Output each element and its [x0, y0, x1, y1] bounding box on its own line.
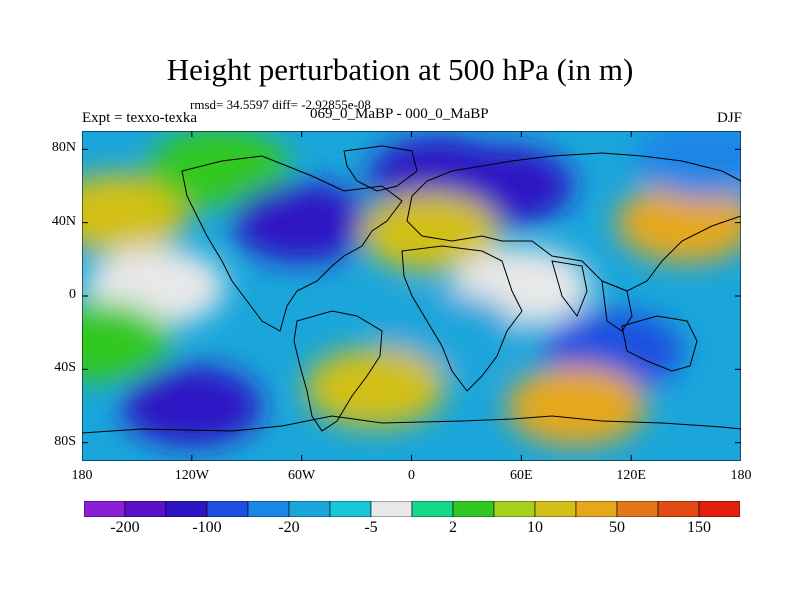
season-label: DJF: [716, 110, 742, 126]
lon-tick-label: 0: [408, 468, 415, 483]
coastline-australia: [621, 315, 698, 372]
colorbar-swatch: [165, 501, 208, 517]
field-region-0: [82, 173, 189, 254]
colorbar-label: -200: [110, 519, 140, 536]
field-region-13: [304, 347, 445, 428]
field-region-7: [634, 131, 741, 199]
height-perturbation-map: [82, 131, 741, 461]
coastline-indochina: [601, 280, 633, 332]
colorbar-swatch: [247, 501, 290, 517]
colorbar-swatch: [616, 501, 659, 517]
lon-tick-label: 120E: [616, 468, 646, 483]
colorbar-swatch: [698, 501, 740, 517]
colorbar-label: 150: [687, 519, 711, 536]
coastline-greenland: [343, 145, 418, 192]
plot-title: Height perturbation at 500 hPa (in m): [166, 52, 634, 87]
coastline-antarctica: [82, 415, 741, 434]
lat-tick-label: 80S: [54, 433, 76, 449]
colorbar-swatch: [370, 501, 413, 517]
field-region-6: [616, 182, 741, 263]
colorbar: [84, 501, 740, 517]
colorbar-label: 10: [527, 519, 543, 536]
colorbar-swatch: [534, 501, 577, 517]
coastline-north-america: [181, 155, 403, 332]
lat-tick-label: 0: [69, 287, 76, 302]
colorbar-swatch: [452, 501, 495, 517]
field-region-15: [82, 301, 171, 382]
colorbar-swatch: [288, 501, 331, 517]
field-region-14: [506, 366, 647, 446]
colorbar-label: -100: [192, 519, 222, 536]
colorbar-label: -20: [278, 519, 300, 536]
field-region-12: [121, 366, 262, 446]
colorbar-swatch: [575, 501, 618, 517]
stats-label: rmsd= 34.5597 diff= -2.92855e-08: [190, 97, 371, 112]
coastline-south-asia: [551, 260, 588, 318]
lon-tick-label: 120W: [174, 468, 209, 483]
colorbar-label: 2: [449, 519, 457, 536]
colorbar-label: -5: [364, 519, 378, 536]
coastline-south-america: [293, 310, 383, 432]
period-label: 069_0_MaBP - 000_0_MaBP: [310, 106, 489, 122]
field-region-10: [378, 292, 519, 373]
lat-tick-label: 40S: [54, 360, 76, 376]
colorbar-swatch: [206, 501, 249, 517]
colorbar-swatch: [329, 501, 372, 517]
lat-tick-label: 40N: [51, 213, 76, 229]
lat-tick-label: 80N: [51, 140, 76, 156]
lon-tick-label: 60E: [510, 468, 533, 483]
experiment-label: Expt = texxo-texka: [82, 110, 198, 126]
colorbar-swatch: [657, 501, 700, 517]
field-region-5: [359, 191, 500, 272]
colorbar-swatch: [84, 501, 126, 517]
lon-tick-label: 180: [71, 468, 93, 483]
colorbar-swatch: [124, 501, 167, 517]
colorbar-swatch: [411, 501, 454, 517]
field-region-2: [231, 182, 372, 263]
lon-tick-label: 180: [730, 468, 752, 483]
coastline-africa: [401, 245, 523, 392]
colorbar-label: 50: [609, 519, 625, 536]
coastline-eurasia: [406, 152, 741, 292]
colorbar-swatch: [493, 501, 536, 517]
field-region-1: [149, 131, 290, 208]
lon-tick-label: 60W: [288, 468, 316, 483]
